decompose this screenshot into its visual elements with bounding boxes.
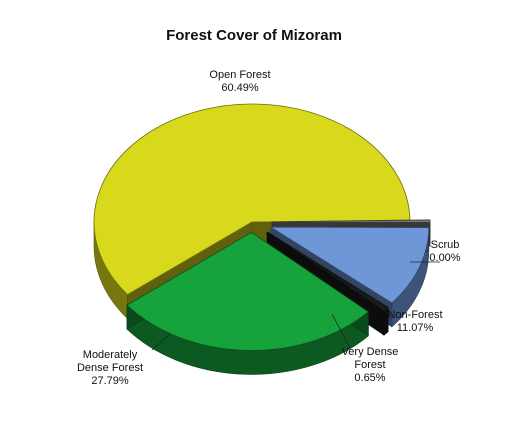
slice-value-label: 27.79% bbox=[91, 375, 129, 387]
chart-title: Forest Cover of Mizoram bbox=[166, 27, 342, 44]
slice-value-label: 0.00% bbox=[429, 252, 460, 264]
slice-name-label: Moderately bbox=[83, 349, 138, 361]
slice-value-label: 11.07% bbox=[397, 322, 434, 334]
label-moderately-dense-forest: Moderately Dense Forest 27.79% bbox=[77, 349, 143, 387]
leader-line-moderately-dense-forest bbox=[151, 333, 171, 351]
slice-name-label: Scrub bbox=[431, 239, 460, 251]
slice-labels: Open Forest 60.49% Scrub 0.00% Non-Forest 11.… bbox=[77, 69, 461, 387]
slice-top bbox=[269, 226, 430, 304]
pie-slice-moderately-dense-forest bbox=[126, 231, 370, 375]
slice-name-label: Non-Forest bbox=[387, 309, 442, 321]
leader-line-very-dense-forest bbox=[331, 313, 351, 349]
slice-value-label: 0.65% bbox=[354, 372, 385, 384]
slices-layer bbox=[93, 103, 431, 375]
leader-lines bbox=[151, 261, 440, 351]
slice-top bbox=[126, 231, 370, 351]
slice-top bbox=[271, 219, 431, 223]
slice-name-label: Dense Forest bbox=[77, 362, 143, 374]
label-open-forest: Open Forest 60.49% bbox=[209, 69, 270, 94]
label-scrub: Scrub 0.00% bbox=[429, 239, 460, 264]
slice-value-label: 60.49% bbox=[221, 82, 259, 94]
label-very-dense-forest: Very Dense Forest 0.65% bbox=[342, 346, 399, 384]
label-non-forest: Non-Forest 11.07% bbox=[387, 309, 442, 334]
slice-top bbox=[93, 103, 411, 296]
leader-line-non-forest bbox=[371, 297, 393, 319]
slice-name-label: Open Forest bbox=[209, 69, 270, 81]
slice-name-label: Very Dense bbox=[342, 346, 399, 358]
slice-name-label: Forest bbox=[354, 359, 385, 371]
slice-top bbox=[266, 231, 389, 312]
